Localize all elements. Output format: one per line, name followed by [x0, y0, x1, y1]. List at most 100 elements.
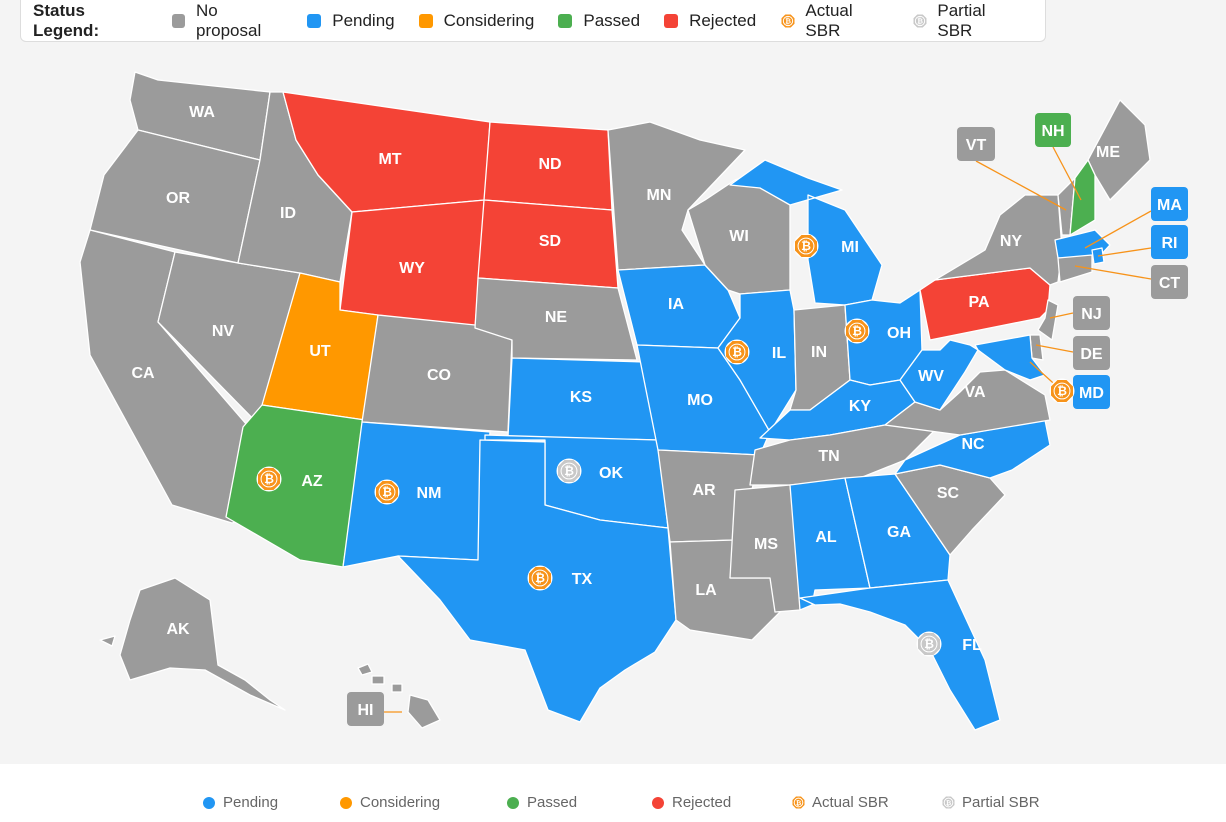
- state-label-hi: HI: [358, 702, 374, 719]
- state-box-nj[interactable]: [1073, 296, 1110, 330]
- state-box-nh[interactable]: [1035, 113, 1071, 147]
- state-nh[interactable]: [1069, 159, 1096, 236]
- state-label-ok: OK: [599, 465, 623, 482]
- legend-label: Rejected: [689, 10, 757, 30]
- state-label-ia: IA: [668, 296, 684, 313]
- state-label-wi: WI: [729, 228, 749, 245]
- state-label-wv: WV: [918, 368, 944, 385]
- state-ga[interactable]: [844, 473, 951, 589]
- svg-text:₿: ₿: [564, 464, 574, 478]
- state-label-or: OR: [166, 190, 190, 207]
- leader-line-nh: [1052, 146, 1082, 201]
- state-label-tn: TN: [818, 448, 839, 465]
- us-states-map: VT NH MA RI CT NJ DE MD ₿ HI WA OR CA NV ID MT WY UT AZ ₿ C…: [79, 71, 1188, 731]
- leader-line-ri: [1097, 247, 1152, 257]
- state-label-wa: WA: [189, 104, 215, 121]
- legend-dot: [203, 796, 215, 809]
- state-az[interactable]: [225, 404, 366, 568]
- bitcoin-icon: ₿: [941, 795, 956, 810]
- actual-sbr-icon-mi: ₿: [793, 233, 819, 259]
- bottom-legend-label: Actual SBR: [812, 794, 889, 811]
- state-label-in: IN: [811, 344, 827, 361]
- bottom-legend-item-considering[interactable]: Considering: [340, 794, 440, 811]
- bottom-legend: Pending Considering Passed Rejected ₿ Actual …: [0, 764, 1226, 822]
- state-ak[interactable]: [99, 577, 286, 711]
- state-box-de[interactable]: [1073, 336, 1110, 370]
- state-label-ga: GA: [887, 524, 911, 541]
- bitcoin-icon: ₿: [780, 12, 796, 29]
- state-label-nc: NC: [961, 436, 985, 453]
- actual-sbr-icon-az: ₿: [256, 466, 282, 492]
- bitcoin-icon: ₿: [912, 12, 928, 29]
- state-fl[interactable]: [799, 579, 1001, 731]
- state-label-ks: KS: [570, 389, 593, 406]
- svg-text:₿: ₿: [382, 485, 392, 499]
- legend-item-considering: Considering: [418, 10, 535, 31]
- state-label-co: CO: [427, 367, 451, 384]
- bottom-legend-item-pending[interactable]: Pending: [203, 794, 278, 811]
- legend-label: Actual SBR: [805, 0, 853, 40]
- state-label-id: ID: [280, 205, 296, 222]
- bottom-legend-label: Pending: [223, 794, 279, 811]
- bitcoin-icon: ₿: [791, 795, 806, 810]
- state-label-ct: CT: [1159, 275, 1181, 292]
- state-label-nm: NM: [417, 485, 442, 502]
- svg-text:₿: ₿: [924, 637, 934, 651]
- state-label-me: ME: [1096, 144, 1120, 161]
- state-label-va: VA: [964, 384, 985, 401]
- svg-text:₿: ₿: [801, 239, 811, 253]
- state-or[interactable]: [89, 129, 261, 264]
- state-label-ar: AR: [692, 482, 716, 499]
- state-box-vt[interactable]: [957, 127, 995, 161]
- state-label-wy: WY: [399, 260, 425, 277]
- state-ny[interactable]: [934, 194, 1063, 286]
- state-label-nh: NH: [1041, 123, 1064, 140]
- actual-sbr-icon-oh: ₿: [844, 318, 870, 344]
- bottom-legend-item-actual-sbr[interactable]: ₿ Actual SBR: [791, 794, 889, 811]
- bitcoin-icon: ₿: [791, 795, 806, 810]
- bottom-legend-label: Passed: [527, 794, 578, 811]
- legend-dot: [340, 796, 352, 809]
- legend-item-actual-sbr: ₿ Actual SBR: [780, 1, 888, 41]
- state-label-ri: RI: [1162, 235, 1178, 252]
- leader-line-vt: [975, 160, 1067, 211]
- state-label-ut: UT: [309, 343, 331, 360]
- svg-text:₿: ₿: [732, 345, 742, 359]
- state-hi[interactable]: [357, 663, 441, 729]
- svg-text:₿: ₿: [917, 16, 923, 25]
- bottom-legend-item-passed[interactable]: Passed: [507, 794, 577, 811]
- svg-text:₿: ₿: [796, 799, 802, 807]
- svg-text:₿: ₿: [852, 324, 862, 338]
- state-nj[interactable]: [1037, 299, 1059, 341]
- state-box-md[interactable]: [1073, 375, 1110, 409]
- leader-line-de: [1035, 344, 1074, 353]
- state-wv[interactable]: [899, 339, 979, 411]
- state-label-ms: MS: [754, 536, 778, 553]
- state-label-az: AZ: [301, 473, 323, 490]
- state-ct[interactable]: [1057, 254, 1093, 283]
- state-box-ct[interactable]: [1151, 265, 1188, 299]
- state-label-al: AL: [815, 529, 837, 546]
- state-label-ny: NY: [1000, 233, 1023, 250]
- legend-item-rejected: Rejected: [664, 11, 756, 31]
- state-label-mi: MI: [841, 239, 859, 256]
- leader-line-ct: [1074, 265, 1152, 280]
- bottom-legend-item-partial-sbr[interactable]: ₿ Partial SBR: [941, 794, 1040, 811]
- state-label-oh: OH: [887, 325, 911, 342]
- state-box-ma[interactable]: [1151, 187, 1188, 221]
- bottom-legend-item-rejected[interactable]: Rejected: [652, 794, 731, 811]
- state-md[interactable]: [974, 334, 1046, 381]
- state-box-ri[interactable]: [1151, 225, 1188, 259]
- legend-label: Partial SBR: [937, 0, 986, 40]
- legend-label: No proposal: [196, 0, 262, 40]
- svg-text:₿: ₿: [946, 799, 952, 807]
- state-label-mt: MT: [378, 151, 401, 168]
- legend-dot: [652, 796, 664, 809]
- legend-label: Considering: [443, 10, 535, 30]
- bottom-legend-label: Considering: [360, 794, 441, 811]
- legend-item-partial-sbr: ₿ Partial SBR: [912, 1, 1021, 41]
- state-label-ak: AK: [166, 621, 190, 638]
- legend-item-no-proposal: No proposal: [171, 0, 284, 41]
- state-label-ky: KY: [849, 398, 872, 415]
- state-box-hi[interactable]: [347, 692, 384, 726]
